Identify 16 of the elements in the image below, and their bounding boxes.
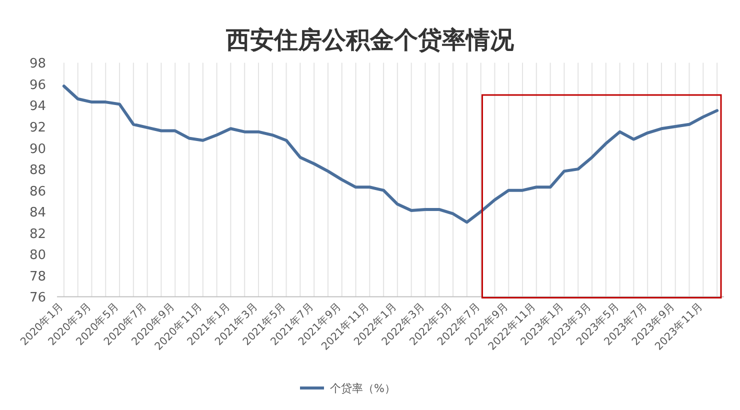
y-tick-label: 78 <box>29 269 46 284</box>
chart-title: 西安住房公积金个贷率情况 <box>225 25 515 54</box>
y-tick-label: 96 <box>29 78 46 93</box>
y-tick-label: 88 <box>29 163 46 178</box>
y-tick-label: 86 <box>29 184 46 200</box>
legend: 个贷率（%） <box>300 382 396 395</box>
y-tick-label: 84 <box>29 206 46 221</box>
y-tick-label: 82 <box>29 226 46 242</box>
y-tick-label: 90 <box>29 142 46 157</box>
legend-label: 个贷率（%） <box>330 382 396 395</box>
y-tick-label: 98 <box>29 56 46 72</box>
y-tick-label: 80 <box>29 248 46 264</box>
y-tick-label: 94 <box>29 99 46 114</box>
line-series <box>62 84 719 224</box>
y-tick-label: 76 <box>29 290 46 306</box>
y-tick-label: 92 <box>29 120 46 136</box>
